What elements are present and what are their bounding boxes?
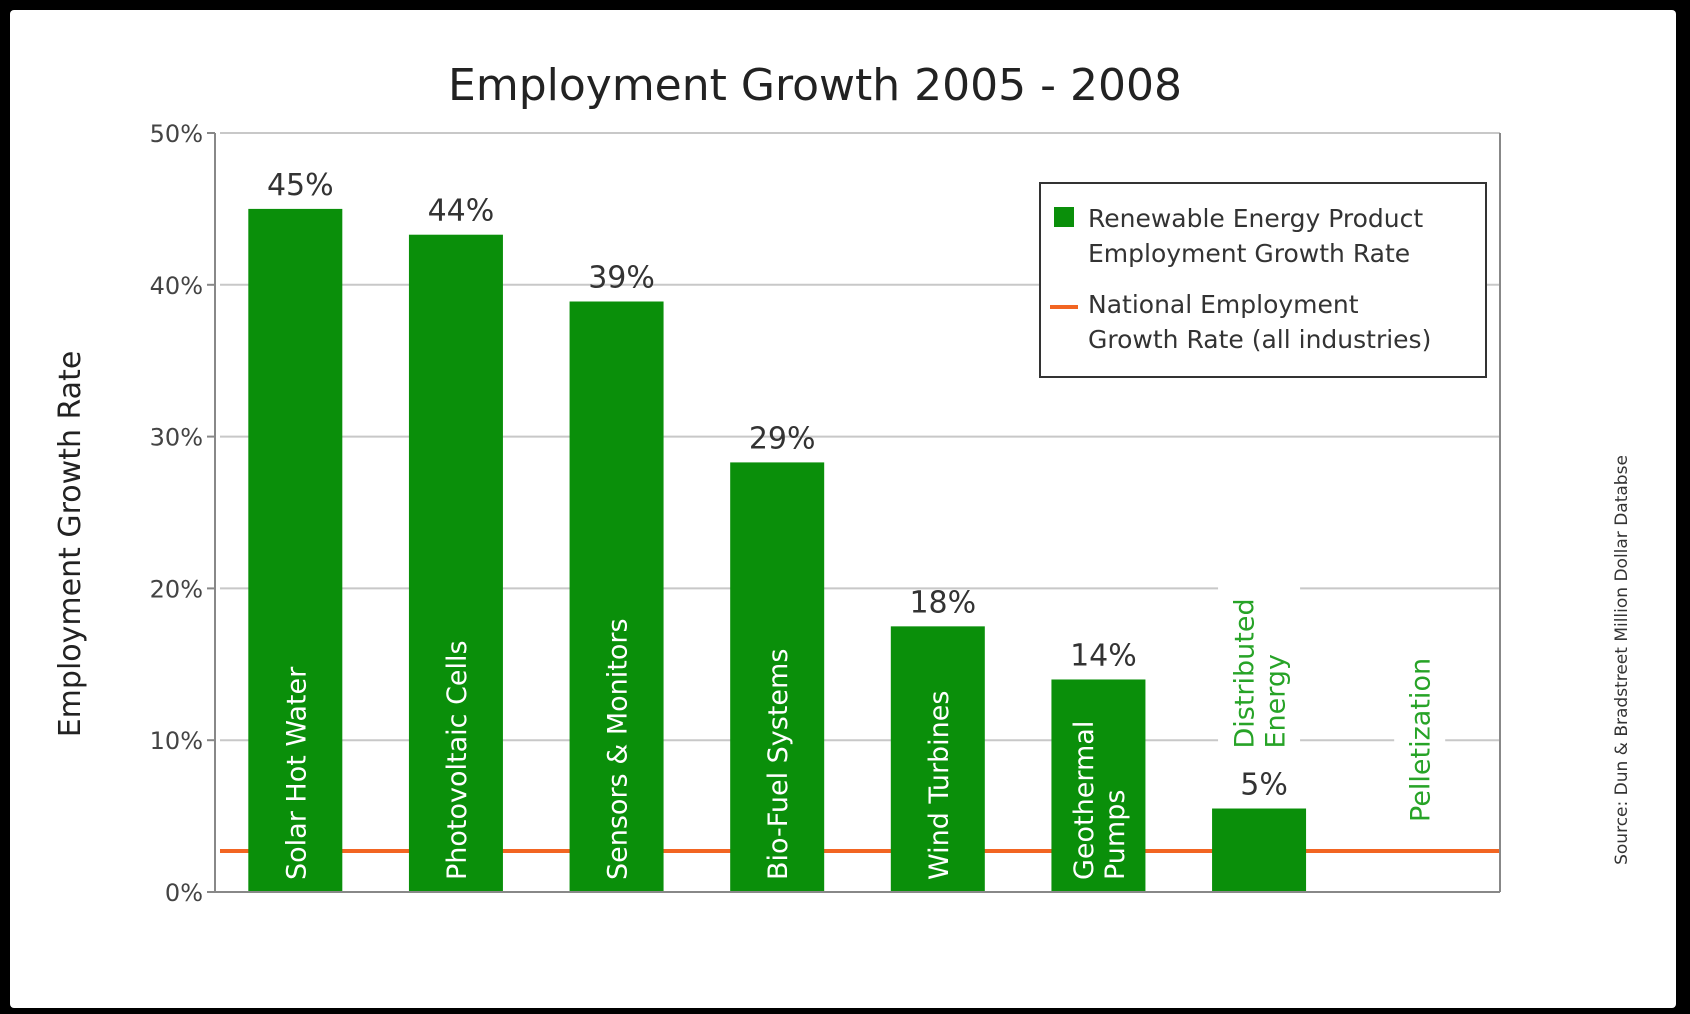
- category-label: Solar Hot Water: [281, 666, 312, 880]
- category-label-line: Distributed: [1230, 598, 1261, 748]
- chart-title: Employment Growth 2005 - 2008: [448, 60, 1182, 111]
- legend: Renewable Energy Product Employment Growt…: [1039, 182, 1487, 378]
- y-tick-label: 10%: [150, 727, 203, 755]
- data-label: 39%: [588, 260, 655, 295]
- y-tick-label: 30%: [150, 424, 203, 452]
- category-label-line: Energy: [1261, 654, 1292, 749]
- legend-entry: Growth Rate (all industries): [1088, 325, 1431, 354]
- bar: [1212, 808, 1307, 892]
- data-label: 5%: [1240, 768, 1288, 803]
- category-label-line: Solar Hot Water: [281, 666, 312, 880]
- data-label: 44%: [428, 194, 495, 229]
- chart-frame: 45% Solar Hot Water 44% Photovoltaic Cells 3…: [10, 10, 1676, 1008]
- label-backdrop: [1218, 573, 1301, 759]
- y-tick-label: 20%: [150, 575, 203, 603]
- data-label: 29%: [749, 421, 816, 456]
- category-label: Pelletization: [1406, 658, 1437, 822]
- bar: [408, 234, 503, 892]
- category-label: Photovoltaic Cells: [442, 640, 473, 880]
- category-label-line: Pelletization: [1406, 658, 1437, 822]
- bar: [890, 626, 985, 892]
- category-label: Bio-Fuel Systems: [763, 649, 794, 880]
- data-label: 14%: [1070, 638, 1137, 673]
- source-note: Source: Dun & Bradstreet Million Dollar …: [1612, 455, 1632, 865]
- category-label-line: Geothermal: [1069, 721, 1100, 880]
- category-label-line: Bio-Fuel Systems: [763, 649, 794, 880]
- legend-entry: National Employment: [1088, 290, 1359, 319]
- legend-entry: Employment Growth Rate: [1088, 239, 1410, 268]
- category-label: GeothermalPumps: [1069, 721, 1131, 880]
- y-tick-label: 0%: [165, 879, 203, 907]
- legend-box: [1039, 182, 1487, 378]
- category-label-line: Photovoltaic Cells: [442, 640, 473, 880]
- data-label: 18%: [909, 585, 976, 620]
- legend-entry: Renewable Energy Product: [1088, 204, 1423, 233]
- employment-growth-chart: 45% Solar Hot Water 44% Photovoltaic Cells 3…: [53, 60, 1632, 907]
- y-tick-label: 40%: [150, 272, 203, 300]
- y-axis-label: Employment Growth Rate: [53, 351, 88, 738]
- bar: [730, 462, 825, 892]
- label-backdrop: [1394, 617, 1446, 832]
- category-label-line: Wind Turbines: [924, 691, 955, 880]
- bar: [1051, 679, 1146, 892]
- bar: [248, 208, 343, 892]
- y-tick-label: 50%: [150, 120, 203, 148]
- bar: [569, 301, 664, 892]
- category-label: Wind Turbines: [924, 691, 955, 880]
- category-label: DistributedEnergy: [1230, 598, 1292, 748]
- category-label-line: Sensors & Monitors: [603, 618, 634, 880]
- data-label: 45%: [267, 168, 334, 203]
- legend-swatch-bars: [1054, 207, 1074, 227]
- category-label: Sensors & Monitors: [603, 618, 634, 880]
- category-label-line: Pumps: [1100, 790, 1131, 880]
